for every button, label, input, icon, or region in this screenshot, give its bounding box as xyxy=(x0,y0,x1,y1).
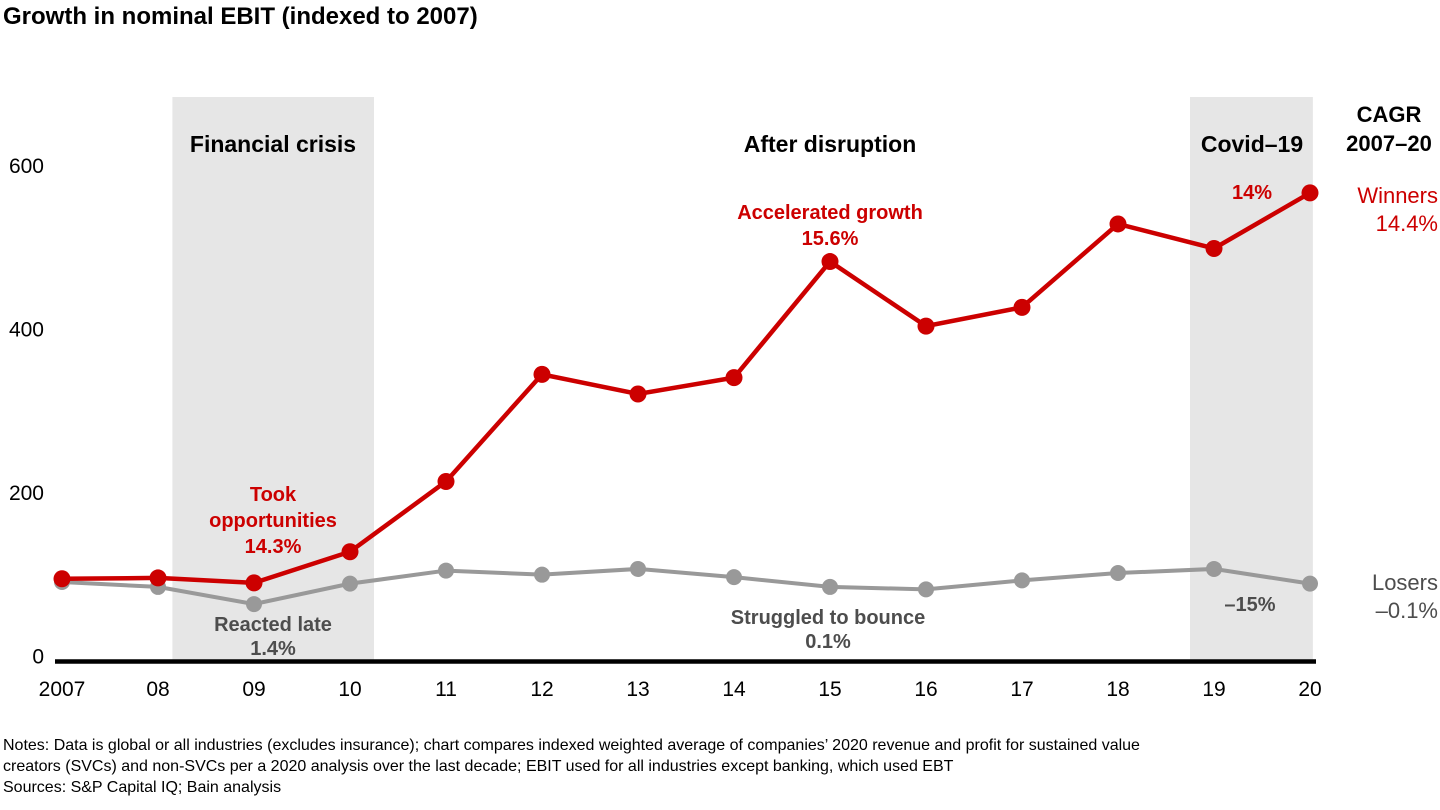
y-tick-label: 200 xyxy=(9,482,44,505)
x-tick-label: 13 xyxy=(626,678,649,701)
annotation-struggled-to-bounce: Struggled to bounce 0.1% xyxy=(703,606,953,654)
losers-point-2018 xyxy=(1110,565,1126,582)
annotation-reacted-late-label: Reacted late xyxy=(214,614,332,636)
annotation-covid-losers-cagr: –15% xyxy=(1224,594,1276,616)
x-tick-label: 08 xyxy=(146,678,169,701)
annotation-took-opportunities-label: Took opportunities xyxy=(209,484,337,532)
x-tick-label: 14 xyxy=(722,678,746,701)
x-tick-label: 2007 xyxy=(39,678,86,701)
financial-crisis-band-label: Financial crisis xyxy=(189,131,357,157)
annotation-accelerated-growth-value: 15.6% xyxy=(801,228,859,250)
losers-point-2013 xyxy=(630,560,646,577)
covid-band-label: Covid–19 xyxy=(1200,131,1304,157)
losers-legend: Losers –0.1% xyxy=(1278,569,1438,625)
y-tick-label: 0 xyxy=(32,646,44,669)
annotation-covid-winners-cagr: 14% xyxy=(1231,182,1273,204)
winners-point-2020 xyxy=(1301,184,1319,202)
losers-point-2011 xyxy=(438,562,454,579)
losers-line xyxy=(61,566,1311,607)
winners-point-2007 xyxy=(53,570,71,588)
annotation-struggled-to-bounce-label: Struggled to bounce xyxy=(730,607,926,629)
winners-point-2016 xyxy=(917,317,935,335)
y-tick-label: 600 xyxy=(9,155,44,178)
ebit-line-chart: 0 200 400 600 2007 08 09 10 11 12 13 14 15 16 17 18 19 20 xyxy=(9,97,1322,701)
winners-point-2009 xyxy=(245,574,263,592)
x-tick-label: 15 xyxy=(818,678,841,701)
annotation-reacted-late: Reacted late 1.4% xyxy=(193,613,353,661)
losers-point-2016 xyxy=(918,581,934,598)
winners-point-2015 xyxy=(821,253,839,271)
winners-point-2019 xyxy=(1205,239,1223,257)
losers-point-2019 xyxy=(1206,560,1222,577)
winners-legend-name: Winners xyxy=(1357,183,1438,208)
notes-line-1: Notes: Data is global or all industries … xyxy=(3,737,1140,754)
losers-point-2014 xyxy=(726,569,742,586)
winners-point-2017 xyxy=(1013,298,1031,316)
x-tick-label: 18 xyxy=(1106,678,1129,701)
losers-point-2015 xyxy=(822,578,838,595)
winners-point-2011 xyxy=(437,472,455,490)
winners-point-2012 xyxy=(533,365,551,383)
x-tick-label: 09 xyxy=(242,678,265,701)
x-tick-label: 11 xyxy=(435,678,457,701)
cagr-column-header: CAGR 2007–20 xyxy=(1336,100,1440,158)
winners-point-2013 xyxy=(629,385,647,403)
losers-point-2017 xyxy=(1014,572,1030,589)
annotation-took-opportunities: Took opportunities 14.3% xyxy=(193,482,353,560)
y-tick-label: 400 xyxy=(9,319,44,342)
cagr-header-line1: CAGR xyxy=(1356,102,1422,127)
notes-line-2: creators (SVCs) and non-SVCs per a 2020 … xyxy=(3,758,954,775)
annotation-took-opportunities-value: 14.3% xyxy=(244,536,302,558)
x-tick-label: 10 xyxy=(338,678,361,701)
annotation-reacted-late-value: 1.4% xyxy=(250,638,296,660)
page-title: Growth in nominal EBIT (indexed to 2007) xyxy=(3,3,478,30)
winners-legend: Winners 14.4% xyxy=(1278,182,1438,238)
losers-point-2012 xyxy=(534,566,550,583)
losers-point-2020 xyxy=(1302,575,1318,592)
winners-legend-cagr: 14.4% xyxy=(1375,211,1438,236)
annotation-accelerated-growth: Accelerated growth 15.6% xyxy=(705,200,955,252)
sources-line: Sources: S&P Capital IQ; Bain analysis xyxy=(3,779,282,796)
losers-legend-cagr: –0.1% xyxy=(1375,598,1438,623)
losers-point-2009 xyxy=(246,596,262,613)
winners-point-2014 xyxy=(725,369,743,387)
winners-line xyxy=(61,190,1312,586)
losers-point-2010 xyxy=(342,575,358,592)
x-tick-label: 12 xyxy=(530,678,553,701)
x-tick-label: 20 xyxy=(1298,678,1321,701)
losers-legend-name: Losers xyxy=(1371,570,1438,595)
x-tick-label: 17 xyxy=(1010,678,1033,701)
after-disruption-label: After disruption xyxy=(743,131,917,157)
winners-point-2018 xyxy=(1109,215,1127,233)
annotation-accelerated-growth-label: Accelerated growth xyxy=(737,202,923,224)
period-band-0 xyxy=(172,97,374,660)
winners-point-2010 xyxy=(341,543,359,561)
winners-point-2008 xyxy=(149,569,167,587)
cagr-header-line2: 2007–20 xyxy=(1346,131,1432,156)
footnotes: Notes: Data is global or all industries … xyxy=(3,735,1140,798)
annotation-struggled-to-bounce-value: 0.1% xyxy=(805,631,851,653)
x-tick-label: 16 xyxy=(914,678,937,701)
x-tick-label: 19 xyxy=(1202,678,1225,701)
